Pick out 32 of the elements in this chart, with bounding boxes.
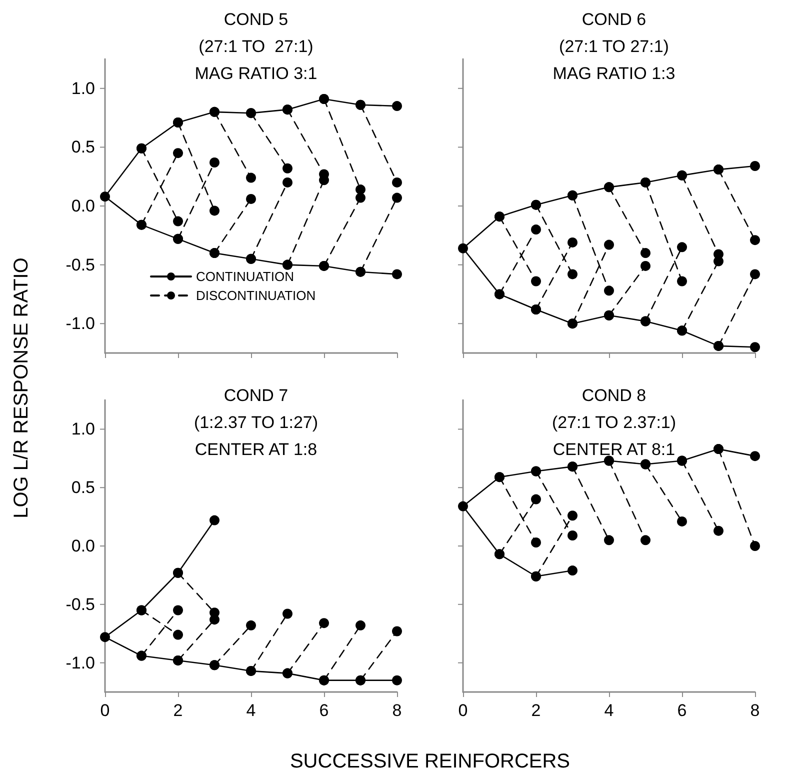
- y-tick-label: -1.0: [66, 314, 95, 334]
- chart-title: COND 7: [224, 386, 288, 405]
- y-axis-title: LOG L/R RESPONSE RATIO: [10, 258, 34, 518]
- x-tick-label: 6: [319, 701, 329, 720]
- y-tick-label: 0.5: [71, 138, 95, 157]
- x-tick-label: 2: [173, 701, 183, 720]
- x-tick-label: 0: [458, 701, 468, 720]
- chart-subtitle: (27:1 TO 27:1) MAG RATIO 3:1: [194, 37, 318, 83]
- x-tick-label: 4: [604, 701, 614, 720]
- y-tick-label: 1.0: [71, 78, 95, 98]
- x-tick-label: 8: [750, 701, 760, 720]
- chart-subtitle: (27:1 TO 27:1) MAG RATIO 1:3: [552, 37, 676, 83]
- y-tick-label: 0.5: [71, 478, 95, 498]
- y-tick-label: 1.0: [71, 420, 95, 439]
- x-tick-label: 6: [677, 701, 687, 720]
- y-tick-label: 0.0: [71, 196, 95, 216]
- y-tick-label: 0.0: [71, 536, 95, 556]
- legend-label: DISCONTINUATION: [196, 288, 316, 303]
- legend-label: CONTINUATION: [196, 269, 294, 284]
- y-tick-label: -0.5: [66, 594, 95, 614]
- chart-title: COND 6: [582, 10, 646, 29]
- chart-title: COND 8: [582, 386, 646, 405]
- y-tick-label: -0.5: [66, 255, 95, 274]
- chart-title: COND 5: [224, 10, 288, 29]
- y-tick-label: -1.0: [66, 653, 95, 672]
- text: (27:1 TO 2.37:1) CENTER AT 8:1: [552, 413, 676, 459]
- text: (1:2.37 TO 1:27) CENTER AT 1:8: [194, 413, 318, 459]
- x-tick-label: 4: [246, 701, 256, 720]
- x-tick-label: 2: [531, 701, 541, 720]
- x-tick-label: 8: [392, 701, 402, 720]
- x-tick-label: 0: [100, 701, 110, 720]
- x-axis-title: SUCCESSIVE REINFORCERS: [290, 750, 570, 774]
